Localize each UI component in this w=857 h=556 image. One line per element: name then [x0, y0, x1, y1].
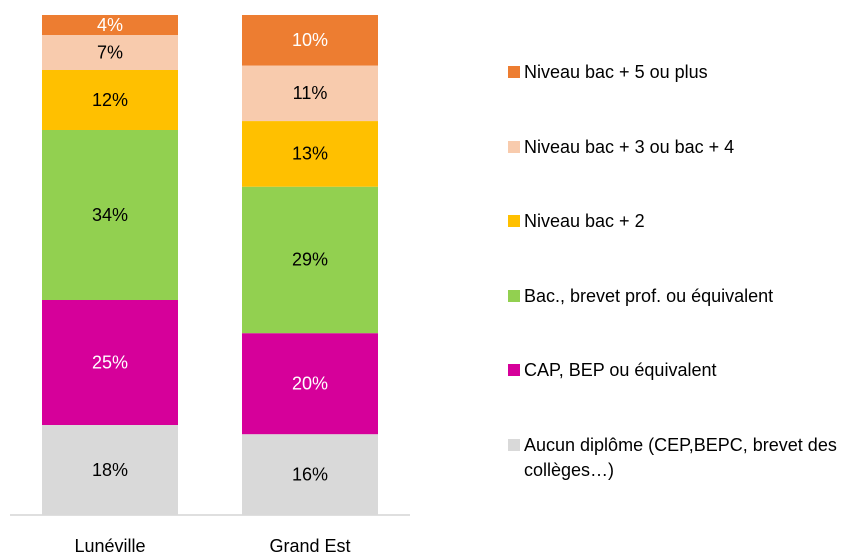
legend-item: Niveau bac + 3 ou bac + 4 — [508, 135, 857, 160]
legend-label: Niveau bac + 5 ou plus — [524, 62, 708, 82]
legend-label: Niveau bac + 2 — [524, 211, 645, 232]
legend-label: CAP, BEP ou équivalent — [524, 360, 717, 381]
bar-segment — [242, 15, 378, 66]
legend-label: Aucun diplôme (CEP,BEPC, brevet des coll… — [524, 435, 837, 480]
data-label: 4% — [97, 15, 123, 35]
legend-label: Niveau bac + 3 ou bac + 4 — [524, 136, 735, 157]
legend-item: Bac., brevet prof. ou équivalent — [508, 284, 857, 309]
data-label: 10% — [292, 30, 328, 50]
legend-item: CAP, BEP ou équivalent — [508, 358, 857, 383]
bar-segment — [42, 35, 178, 70]
legend-item: Niveau bac + 2 — [508, 209, 857, 234]
x-tick-label: Lunéville — [74, 536, 145, 556]
legend-label: Bac., brevet prof. ou équivalent — [524, 285, 774, 306]
bar-segment — [42, 300, 178, 425]
bar-segment — [42, 15, 178, 35]
data-label: 11% — [293, 83, 328, 103]
bar-segment — [242, 65, 378, 122]
data-label: 34% — [92, 205, 128, 225]
bar-segment — [42, 130, 178, 300]
data-label: 13% — [292, 144, 328, 164]
legend-swatch — [508, 140, 520, 153]
data-label: 7% — [97, 42, 123, 62]
bar-segment — [242, 186, 378, 334]
bar-segment — [242, 121, 378, 187]
data-label: 29% — [292, 250, 328, 270]
bar-segment — [242, 333, 378, 435]
data-label: 18% — [92, 460, 128, 480]
x-tick-label: Grand Est — [269, 536, 350, 556]
bar-segment — [42, 70, 178, 130]
data-label: 20% — [292, 373, 328, 393]
bar-segment — [42, 425, 178, 515]
legend-item: Aucun diplôme (CEP,BEPC, brevet des coll… — [508, 433, 857, 483]
legend-swatch — [508, 364, 520, 377]
bar-segment — [242, 434, 378, 515]
legend-swatch — [508, 215, 520, 228]
data-label: 25% — [92, 352, 128, 372]
data-label: 12% — [92, 90, 128, 110]
legend-swatch — [508, 439, 520, 451]
legend-item: Niveau bac + 5 ou plus — [508, 60, 857, 85]
legend-swatch — [508, 289, 520, 302]
data-label: 16% — [292, 464, 328, 484]
legend-swatch — [508, 66, 520, 78]
